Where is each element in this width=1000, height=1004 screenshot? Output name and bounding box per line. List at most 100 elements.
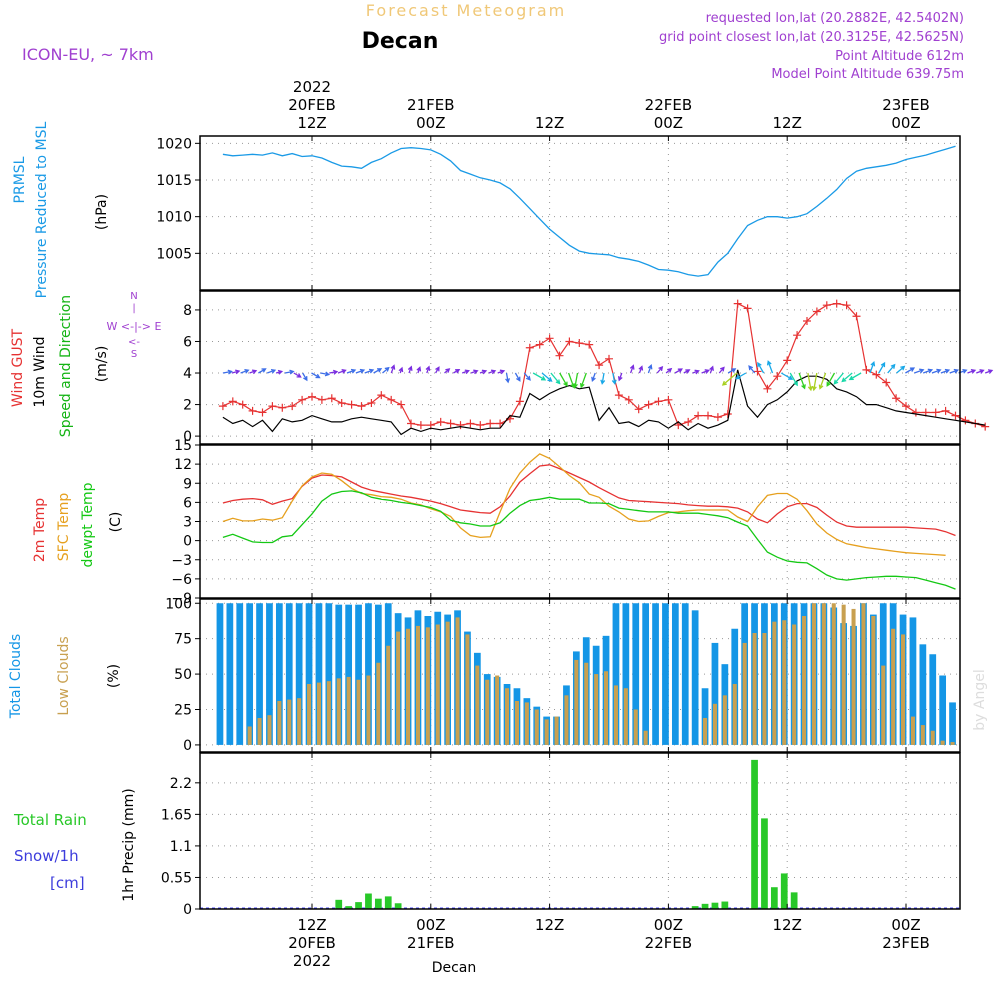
wind-direction-arrow xyxy=(665,367,673,374)
y-tick-label: 9 xyxy=(183,476,192,492)
gust-marker xyxy=(367,398,376,407)
gust-marker xyxy=(555,351,564,360)
compass-south: S xyxy=(131,349,137,360)
low-cloud-bar xyxy=(901,634,906,745)
pressure-unit: (hPa) xyxy=(94,194,110,230)
wind-direction-arrow xyxy=(878,361,886,374)
gust-marker xyxy=(585,340,594,349)
total-cloud-bar xyxy=(216,603,224,745)
gust-marker xyxy=(268,402,277,411)
y-tick-label: 1020 xyxy=(156,136,192,152)
y-tick-label: 1010 xyxy=(156,210,192,226)
wind-direction-arrow xyxy=(656,365,664,374)
low-cloud-bar xyxy=(287,699,292,745)
gust-marker xyxy=(812,307,821,316)
gust-marker xyxy=(436,417,445,426)
wind-direction-arrow xyxy=(444,368,451,374)
gust-marker xyxy=(684,417,693,426)
total-cloud-bar xyxy=(612,603,620,745)
rain-bar xyxy=(365,893,372,909)
wind-direction-arrow xyxy=(976,369,985,374)
low-clouds-label: Low Clouds xyxy=(56,636,72,715)
low-cloud-bar xyxy=(831,603,836,745)
gust-marker xyxy=(397,400,406,409)
wind-direction-arrow xyxy=(222,369,233,375)
wind-direction-arrow xyxy=(373,368,383,374)
y-tick-label: 8 xyxy=(183,303,192,319)
total-cloud-bar xyxy=(701,688,709,745)
gust-marker xyxy=(288,402,297,411)
y-tick-label: 1.1 xyxy=(170,839,192,855)
model-point-altitude: Model Point Altitude 639.75m xyxy=(771,67,964,82)
wind-direction-arrow xyxy=(967,369,977,374)
wind-direction-arrow xyxy=(550,372,561,385)
wind-direction-arrow xyxy=(407,365,413,374)
total-cloud-bar xyxy=(365,603,372,745)
point-altitude: Point Altitude 612m xyxy=(835,49,964,64)
gust-marker xyxy=(347,400,356,409)
low-cloud-bar xyxy=(811,603,816,745)
total-cloud-bar xyxy=(691,610,699,745)
panel-frame xyxy=(199,598,961,753)
gust-marker xyxy=(407,419,415,428)
rain-bar xyxy=(721,901,729,909)
temp-dew-label: dewpt Temp xyxy=(80,482,96,567)
low-cloud-bar xyxy=(851,608,856,745)
wind-direction-arrow xyxy=(258,368,267,374)
total-cloud-bar xyxy=(939,675,947,745)
low-cloud-bar xyxy=(841,604,846,745)
y-tick-label: 6 xyxy=(183,495,192,511)
wind-direction-arrow xyxy=(523,372,531,381)
wind-direction-arrow xyxy=(629,364,635,374)
total-cloud-bar xyxy=(295,603,303,745)
total-cloud-bar xyxy=(285,603,293,745)
wind-direction-arrow xyxy=(579,372,587,389)
low-cloud-bar xyxy=(920,725,925,745)
total-cloud-bar xyxy=(236,603,244,745)
y-tick-label: 50 xyxy=(174,667,192,683)
wind-direction-arrow xyxy=(284,369,295,375)
top-time-label: 21FEB xyxy=(407,96,454,114)
total-cloud-bar xyxy=(355,604,362,745)
gust-marker xyxy=(753,367,762,376)
wind-direction-arrow xyxy=(692,369,700,375)
low-cloud-bar xyxy=(732,684,737,745)
y-tick-label: −9 xyxy=(171,591,192,607)
gust-marker xyxy=(466,419,475,428)
wind-direction-arrow xyxy=(896,365,906,374)
y-tick-label: 100 xyxy=(165,596,192,612)
gust-marker xyxy=(486,419,495,428)
top-time-label: 12Z xyxy=(773,114,802,132)
low-cloud-bar xyxy=(722,695,727,745)
plot-area: 100510101015102002468−9−6−30369121502550… xyxy=(156,78,994,970)
wind-direction-arrow xyxy=(701,369,710,374)
y-tick-label: 0 xyxy=(183,902,192,918)
low-cloud-bar xyxy=(891,628,896,745)
low-cloud-bar xyxy=(564,695,569,745)
wind-direction-arrow xyxy=(748,365,756,374)
rain-bar xyxy=(355,902,362,909)
wind-direction-arrow xyxy=(949,368,960,374)
wind-direction-arrow xyxy=(611,372,617,385)
total-cloud-bar xyxy=(275,603,283,745)
gust-marker xyxy=(605,354,613,363)
low-cloud-bar xyxy=(425,627,430,745)
total-cloud-bar xyxy=(305,603,313,745)
wind-direction-arrow xyxy=(453,369,461,374)
wind-direction-arrow xyxy=(848,372,862,381)
wind-direction-arrow xyxy=(905,367,916,374)
low-cloud-bar xyxy=(406,628,411,745)
low-cloud-bar xyxy=(465,634,470,745)
gust-marker xyxy=(515,397,524,406)
snow-unit-label: [cm] xyxy=(50,874,85,892)
compass-north: N xyxy=(130,291,137,302)
gust-marker xyxy=(694,411,703,420)
wind-direction-arrow xyxy=(240,368,250,374)
wind-direction-arrow xyxy=(470,369,479,375)
wind-direction-arrow xyxy=(638,365,644,374)
temp-sfc-label: SFC Temp xyxy=(56,493,72,562)
compass-row: W <-|-> E xyxy=(107,320,162,333)
compass-down: <- xyxy=(128,337,140,348)
bottom-time-label: 23FEB xyxy=(882,934,929,952)
y-tick-label: 0 xyxy=(183,429,192,445)
